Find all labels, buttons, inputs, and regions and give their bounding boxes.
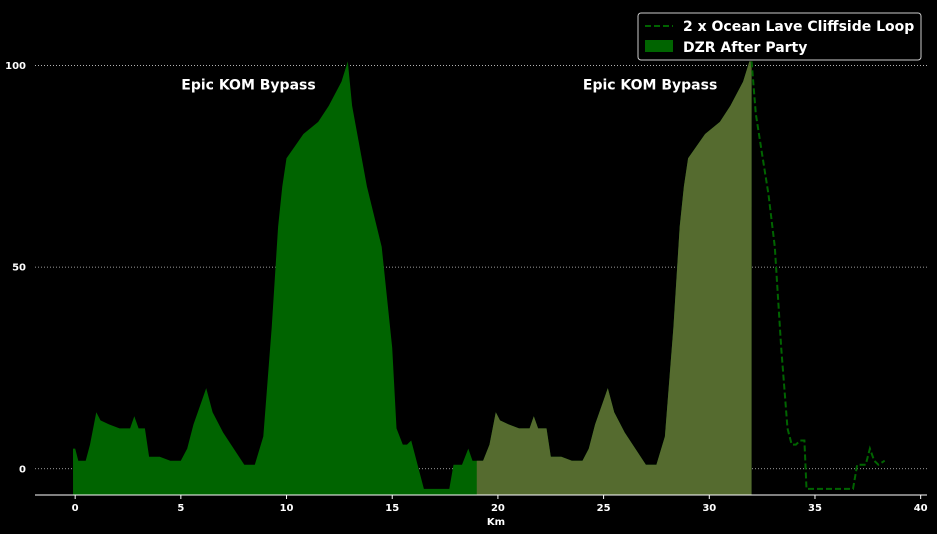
y-tick-label-100: 100 bbox=[5, 61, 26, 72]
highlight-segment-area bbox=[476, 61, 752, 496]
legend-label-after-party: DZR After Party bbox=[683, 40, 807, 56]
annotation-layer: Epic KOM Bypass Epic KOM Bypass bbox=[181, 78, 717, 94]
annotation-label-2: Epic KOM Bypass bbox=[583, 78, 717, 94]
x-tick-label-35: 35 bbox=[808, 503, 822, 514]
y-tick-label-0: 0 bbox=[19, 464, 26, 475]
x-tick-label-40: 40 bbox=[914, 503, 928, 514]
annotation-label-1: Epic KOM Bypass bbox=[181, 78, 315, 94]
x-tick-label-25: 25 bbox=[597, 503, 611, 514]
y-tick-label-50: 50 bbox=[12, 263, 26, 274]
x-tick-label-30: 30 bbox=[702, 503, 716, 514]
axis-layer: 0 5 10 15 20 25 30 35 40 0 50 100 Km bbox=[5, 61, 928, 528]
legend-swatch-after-party bbox=[645, 40, 673, 52]
legend: 2 x Ocean Lave Cliffside Loop DZR After … bbox=[637, 12, 922, 61]
x-axis-title: Km bbox=[487, 517, 505, 528]
legend-box bbox=[637, 12, 922, 61]
x-tick-label-15: 15 bbox=[385, 503, 399, 514]
area-layer bbox=[73, 61, 752, 496]
x-tick-label-5: 5 bbox=[177, 503, 184, 514]
legend-label-loop: 2 x Ocean Lave Cliffside Loop bbox=[683, 19, 914, 35]
x-tick-label-20: 20 bbox=[491, 503, 505, 514]
x-tick-label-0: 0 bbox=[72, 503, 79, 514]
x-tick-label-10: 10 bbox=[280, 503, 294, 514]
